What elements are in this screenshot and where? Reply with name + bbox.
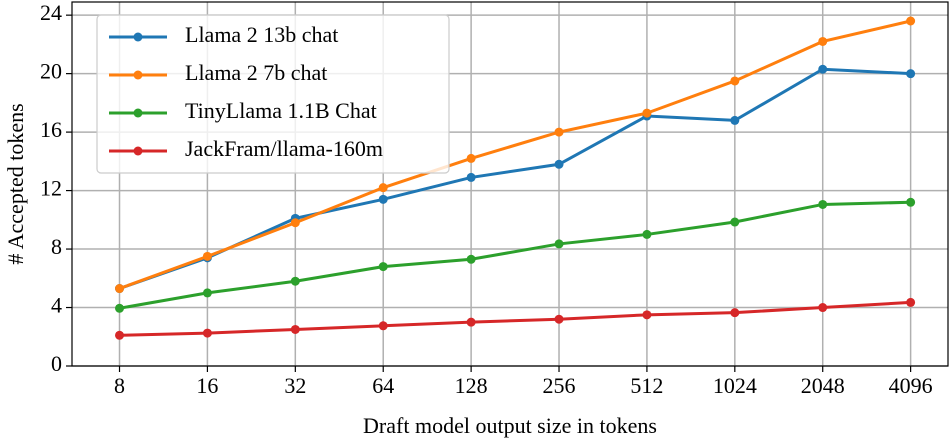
data-point xyxy=(818,36,828,46)
y-tick-label: 12 xyxy=(40,176,62,201)
data-point xyxy=(906,297,916,307)
data-point xyxy=(642,108,652,118)
data-point xyxy=(378,183,388,193)
y-axis-label: # Accepted tokens xyxy=(3,103,28,264)
data-point xyxy=(730,308,740,318)
y-tick-label: 20 xyxy=(40,59,62,84)
x-tick-label: 1024 xyxy=(713,373,757,398)
data-point xyxy=(730,217,740,227)
data-point xyxy=(115,330,125,340)
y-tick-label: 0 xyxy=(51,351,62,376)
data-point xyxy=(554,127,564,137)
data-point xyxy=(115,303,125,313)
legend-marker xyxy=(133,32,143,42)
x-tick-label: 256 xyxy=(543,373,576,398)
x-tick-label: 64 xyxy=(372,373,394,398)
data-point xyxy=(818,199,828,209)
data-point xyxy=(290,218,300,228)
data-point xyxy=(818,303,828,313)
plot-frame xyxy=(71,1,949,367)
x-tick-label: 128 xyxy=(455,373,488,398)
data-point xyxy=(730,76,740,86)
data-point xyxy=(818,64,828,74)
x-tick-label: 512 xyxy=(630,373,663,398)
series-line xyxy=(119,19,911,290)
x-tick-label: 8 xyxy=(114,373,125,398)
data-point xyxy=(290,324,300,334)
legend-label: JackFram/llama-160m xyxy=(185,136,383,161)
legend-marker xyxy=(133,108,143,118)
data-point xyxy=(906,197,916,207)
series-line xyxy=(119,200,911,310)
data-point xyxy=(378,262,388,272)
x-tick-label: 32 xyxy=(284,373,306,398)
data-point xyxy=(906,16,916,26)
data-point xyxy=(290,276,300,286)
data-point xyxy=(906,69,916,79)
legend-marker xyxy=(133,146,143,156)
data-point xyxy=(554,314,564,324)
series-line xyxy=(119,300,911,337)
y-tick-label: 24 xyxy=(40,0,62,25)
y-tick-label: 8 xyxy=(51,234,62,259)
x-tick-label: 2048 xyxy=(801,373,845,398)
data-point xyxy=(115,284,125,294)
data-point xyxy=(378,321,388,331)
data-point xyxy=(202,328,212,338)
data-point xyxy=(642,310,652,320)
legend-label: Llama 2 7b chat xyxy=(185,60,327,85)
data-point xyxy=(466,254,476,264)
x-tick-label: 4096 xyxy=(889,373,933,398)
data-point xyxy=(378,194,388,204)
data-point xyxy=(202,288,212,298)
y-tick-label: 16 xyxy=(40,117,62,142)
data-point xyxy=(466,172,476,182)
data-point xyxy=(466,317,476,327)
y-tick-label: 4 xyxy=(51,293,62,318)
data-point xyxy=(730,115,740,125)
legend-marker xyxy=(133,70,143,80)
legend-label: TinyLlama 1.1B Chat xyxy=(185,98,377,123)
data-point xyxy=(642,229,652,239)
data-point xyxy=(466,153,476,163)
legend-label: Llama 2 13b chat xyxy=(185,22,338,47)
x-tick-label: 16 xyxy=(196,373,218,398)
data-point xyxy=(554,159,564,169)
data-point xyxy=(554,239,564,249)
x-axis-label: Draft model output size in tokens xyxy=(363,413,657,438)
legend-box xyxy=(96,14,450,174)
data-point xyxy=(202,251,212,261)
